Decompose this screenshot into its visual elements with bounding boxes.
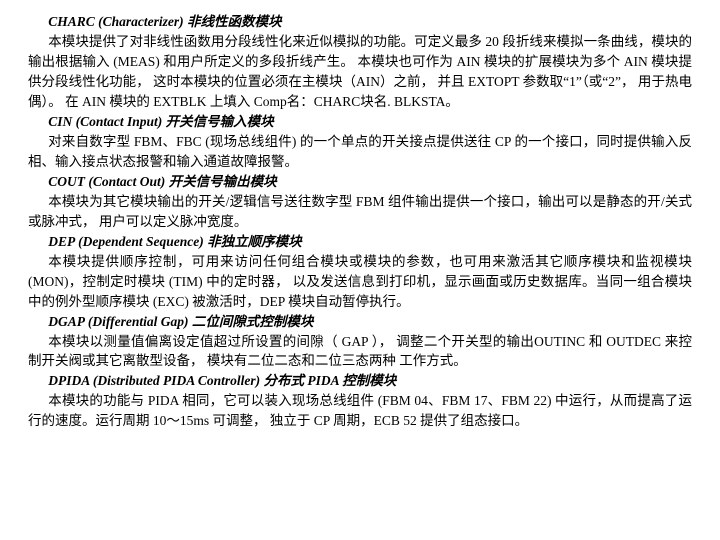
body-dpida: 本模块的功能与 PIDA 相同，它可以装入现场总线组件 (FBM 04、FBM … (28, 391, 692, 431)
heading-cin: CIN (Contact Input) 开关信号输入模块 (28, 112, 692, 132)
heading-dpida: DPIDA (Distributed PIDA Controller) 分布式 … (28, 371, 692, 391)
body-cin: 对来自数字型 FBM、FBC (现场总线组件) 的一个单点的开关接点提供送往 C… (28, 132, 692, 172)
body-dep: 本模块提供顺序控制，可用来访问任何组合模块或模块的参数，也可用来激活其它顺序模块… (28, 252, 692, 312)
heading-dgap: DGAP (Differential Gap) 二位间隙式控制模块 (28, 312, 692, 332)
body-cout: 本模块为其它模块输出的开关/逻辑信号送往数字型 FBM 组件输出提供一个接口，输… (28, 192, 692, 232)
heading-dep: DEP (Dependent Sequence) 非独立顺序模块 (28, 232, 692, 252)
body-charc: 本模块提供了对非线性函数用分段线性化来近似模拟的功能。可定义最多 20 段折线来… (28, 32, 692, 112)
heading-cout: COUT (Contact Out) 开关信号输出模块 (28, 172, 692, 192)
body-dgap: 本模块以测量值偏离设定值超过所设置的间隙（ GAP ）， 调整二个开关型的输出O… (28, 332, 692, 372)
document-page: CHARC (Characterizer) 非线性函数模块 本模块提供了对非线性… (0, 0, 720, 443)
heading-charc: CHARC (Characterizer) 非线性函数模块 (28, 12, 692, 32)
